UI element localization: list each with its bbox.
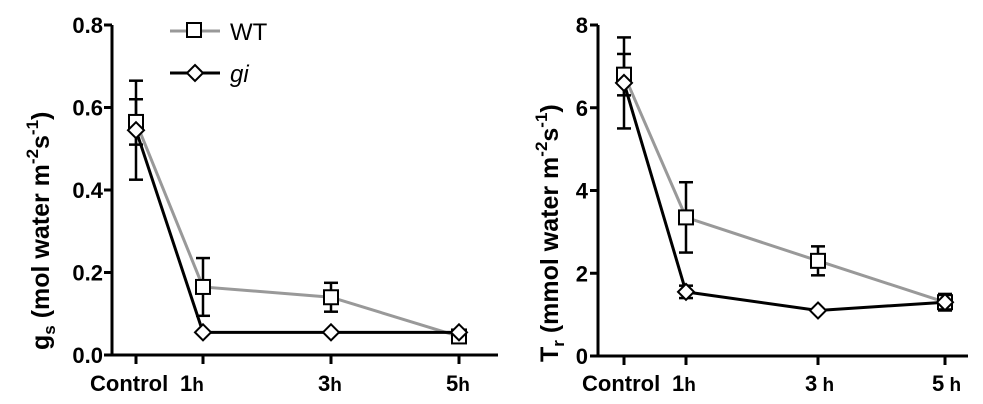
data-point-gi — [676, 282, 696, 302]
x-tick-label: Control — [90, 371, 168, 396]
data-point-gi — [126, 120, 146, 140]
legend-wt-marker — [186, 22, 202, 38]
x-tick-label: 3 h — [805, 371, 834, 396]
x-tick-label: 5h — [446, 371, 470, 396]
data-point-gi — [935, 292, 955, 312]
data-point-gi — [321, 322, 341, 342]
legend-gi-marker — [185, 63, 205, 83]
data-point-wt — [323, 289, 339, 306]
legend: WT gi — [170, 19, 268, 88]
x-tick-label: 3h — [318, 371, 342, 396]
data-point-gi — [614, 73, 634, 93]
data-point-gi — [449, 322, 469, 342]
ylabel-tr: Tr (mmol water m-2s-1) — [532, 104, 568, 362]
y-tick-label: 4 — [576, 179, 589, 204]
y-tick-label: 0.0 — [72, 343, 103, 368]
series-line-gi — [134, 129, 459, 334]
x-tick-label: 5 h — [932, 371, 961, 396]
series-line-wt — [622, 74, 946, 304]
x-tick-label: 1h — [180, 371, 204, 396]
legend-wt-label: WT — [230, 19, 268, 46]
y-tick-label: 8 — [576, 13, 588, 38]
series-line-wt — [134, 121, 460, 338]
data-point-wt — [810, 252, 826, 269]
y-tick-label: 0.8 — [72, 13, 103, 38]
y-tick-label: 0.4 — [72, 178, 103, 203]
series-line-gi — [622, 82, 946, 312]
x-tick-label: Control — [582, 371, 660, 396]
y-tick-label: 2 — [576, 261, 588, 286]
y-tick-label: 0 — [576, 344, 588, 369]
legend-gi-label: gi — [230, 61, 249, 88]
data-point-gi — [193, 322, 213, 342]
data-point-wt — [195, 278, 211, 295]
ylabel-gs: gs (mol water m-2s-1) — [23, 112, 59, 350]
y-tick-label: 0.2 — [72, 261, 103, 286]
chart-gs: gs (mol water m-2s-1) WT gi 0.0 0.2 0.4 0.6… — [23, 13, 498, 396]
x-tick-label: 1h — [672, 371, 696, 396]
data-point-gi — [808, 301, 828, 320]
y-tick-label: 0.6 — [72, 96, 103, 121]
y-tick-label: 6 — [576, 96, 588, 121]
chart-tr: Tr (mmol water m-2s-1) 0 2 4 6 8 Control 1h 3 h… — [532, 13, 968, 396]
data-point-wt — [678, 209, 694, 226]
